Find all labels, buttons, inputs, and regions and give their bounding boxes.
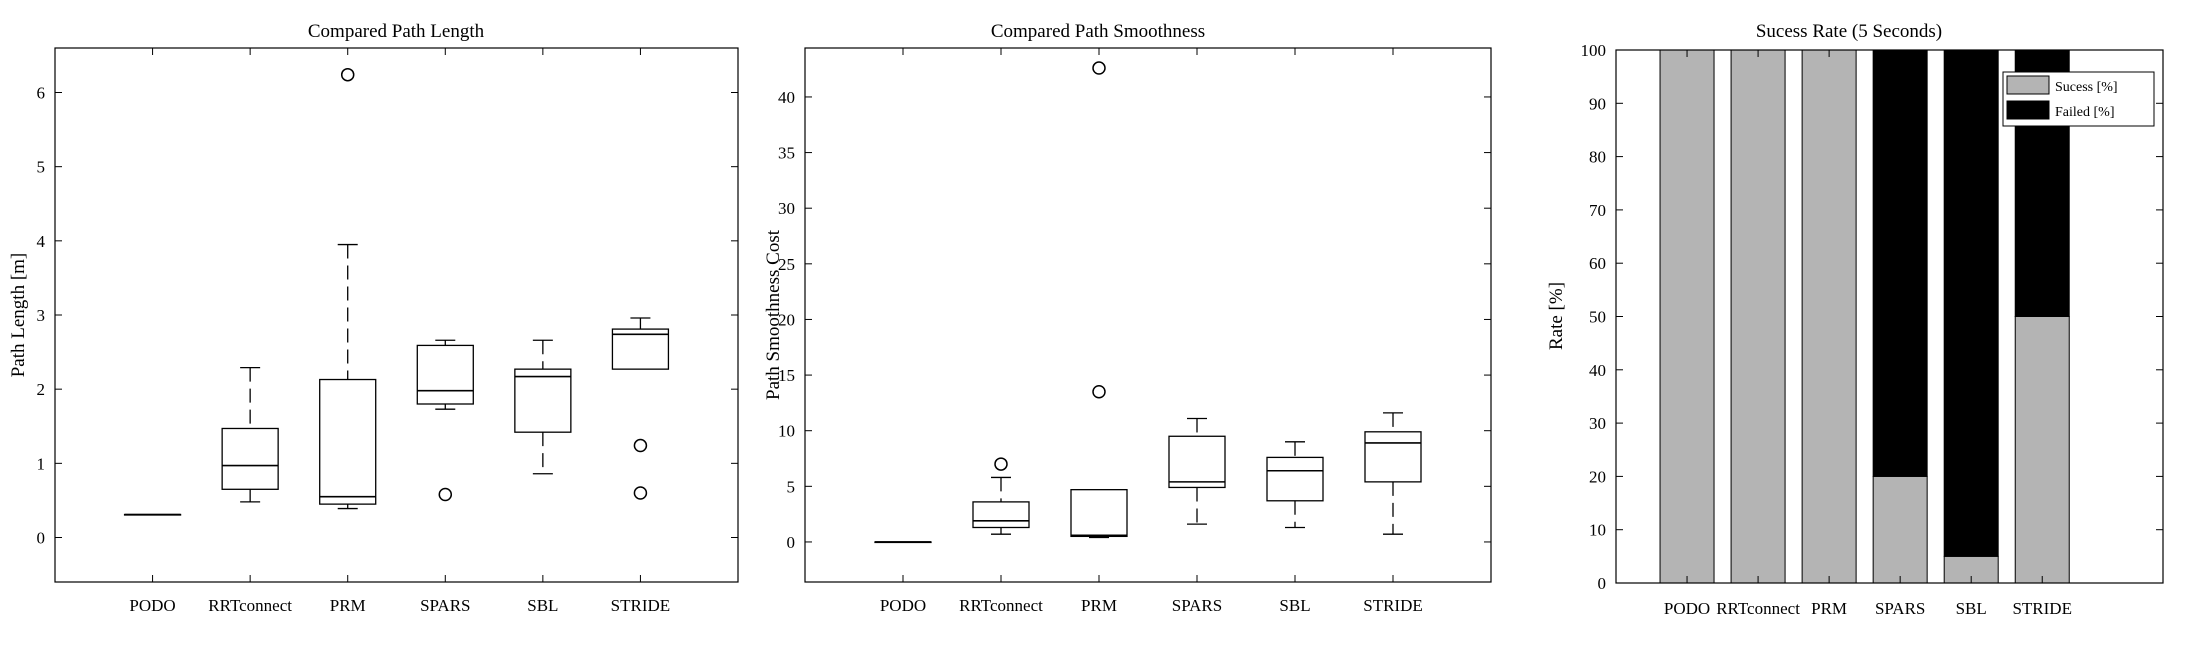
x-tick-label: SPARS — [420, 596, 470, 615]
y-tick-label: 70 — [1589, 201, 1606, 220]
y-tick-label: 5 — [787, 477, 796, 496]
box-body — [221, 427, 279, 490]
y-tick-label: 20 — [778, 310, 795, 329]
x-tick-label: SBL — [1279, 596, 1310, 615]
x-tick-label: SPARS — [1172, 596, 1222, 615]
x-tick-label: SBL — [1956, 599, 1987, 618]
y-axis-label: Path Length [m] — [8, 253, 29, 378]
y-tick-label: 25 — [778, 255, 795, 274]
y-tick-label: 1 — [37, 454, 46, 473]
box-body — [514, 368, 572, 433]
y-tick-label: 20 — [1589, 467, 1606, 486]
box-body — [1070, 489, 1128, 538]
y-axis-label: Path Smoothness Cost — [763, 229, 784, 400]
x-tick-label: PODO — [129, 596, 175, 615]
y-tick-label: 30 — [1589, 414, 1606, 433]
box-outlier — [438, 487, 453, 502]
x-tick-label: PODO — [880, 596, 926, 615]
y-tick-label: 4 — [37, 232, 46, 251]
box-outlier — [1092, 61, 1106, 75]
y-tick-label: 90 — [1589, 94, 1606, 113]
box-marks — [874, 61, 1422, 544]
bar-success — [1659, 49, 1715, 584]
box-body — [1168, 435, 1226, 489]
x-tick-label: RRTconnect — [1716, 599, 1800, 618]
plot-frame — [54, 47, 739, 583]
box-outlier — [340, 67, 355, 82]
y-tick-label: 0 — [787, 533, 796, 552]
y-tick-label: 3 — [37, 306, 46, 325]
box-body — [1364, 431, 1422, 483]
legend-swatch-failed — [2006, 100, 2050, 120]
box-outlier — [633, 486, 648, 500]
y-tick-label: 40 — [778, 88, 795, 107]
x-tick-label: SBL — [527, 596, 558, 615]
bar-success — [1730, 49, 1786, 584]
success-rate-chart: Sucess Rate (5 Seconds) 0 10 20 30 40 50 60 70 8… — [1546, 21, 2164, 618]
legend: Sucess [%] Failed [%] — [2002, 71, 2155, 127]
box-body — [416, 344, 474, 405]
box-body — [319, 378, 377, 505]
y-axis-label: Rate [%] — [1546, 282, 1567, 350]
box-body — [1266, 456, 1324, 502]
chart-title: Compared Path Length — [308, 21, 485, 42]
path-length-chart: Compared Path Length 0 1 2 3 4 5 6 PODO RRTconne… — [8, 21, 739, 615]
y-tick-label: 30 — [778, 199, 795, 218]
x-tick-label: PODO — [1664, 599, 1710, 618]
axis-ticks: 0 1 2 3 4 5 6 PODO RRTconnect PRM SPARS SBL STRIDE — [37, 48, 738, 615]
y-tick-label: 50 — [1589, 308, 1606, 327]
box-outlier — [994, 457, 1008, 471]
bar-success — [2014, 316, 2070, 584]
x-tick-label: STRIDE — [2012, 599, 2072, 618]
box-marks — [123, 67, 670, 516]
legend-swatch-success — [2006, 75, 2050, 95]
bar-success — [1872, 475, 1928, 584]
y-tick-label: 35 — [778, 144, 795, 163]
y-tick-label: 10 — [1589, 521, 1606, 540]
plot-frame — [804, 47, 1492, 583]
box-outlier — [1092, 385, 1106, 399]
legend-label-success: Sucess [%] — [2055, 80, 2118, 95]
bar-marks — [1659, 49, 2070, 584]
x-tick-label: STRIDE — [611, 596, 671, 615]
y-tick-label: 10 — [778, 422, 795, 441]
x-tick-label: STRIDE — [1363, 596, 1423, 615]
chart-title: Compared Path Smoothness — [991, 21, 1205, 42]
x-tick-label: PRM — [1081, 596, 1117, 615]
box-outlier — [633, 438, 648, 453]
y-tick-label: 15 — [778, 366, 795, 385]
y-tick-label: 0 — [1598, 574, 1607, 593]
y-tick-label: 100 — [1581, 41, 1607, 60]
x-tick-label: PRM — [330, 596, 366, 615]
y-tick-label: 6 — [37, 84, 46, 103]
axis-ticks: 0 10 20 30 40 50 60 70 80 90 100 PODO RRTconnect PRM S… — [1581, 41, 2163, 618]
chart-title: Sucess Rate (5 Seconds) — [1756, 21, 1942, 42]
box-body — [972, 501, 1030, 529]
y-tick-label: 80 — [1589, 148, 1606, 167]
y-tick-label: 0 — [37, 529, 46, 548]
path-smoothness-chart: Compared Path Smoothness 0 5 10 15 20 25 30 35 4… — [763, 21, 1492, 615]
x-tick-label: PRM — [1811, 599, 1847, 618]
legend-label-failed: Failed [%] — [2055, 105, 2114, 120]
bar-success — [1801, 49, 1857, 584]
x-tick-label: RRTconnect — [208, 596, 292, 615]
y-tick-label: 60 — [1589, 254, 1606, 273]
y-tick-label: 5 — [37, 158, 46, 177]
axis-ticks: 0 5 10 15 20 25 30 35 40 PODO RRTconnect PRM SPARS SB… — [778, 48, 1491, 615]
bar-failed — [1943, 49, 1999, 557]
y-tick-label: 2 — [37, 380, 46, 399]
bar-failed — [1872, 49, 1928, 477]
y-tick-label: 40 — [1589, 361, 1606, 380]
x-tick-label: SPARS — [1875, 599, 1925, 618]
x-tick-label: RRTconnect — [959, 596, 1043, 615]
box-body — [611, 328, 670, 370]
